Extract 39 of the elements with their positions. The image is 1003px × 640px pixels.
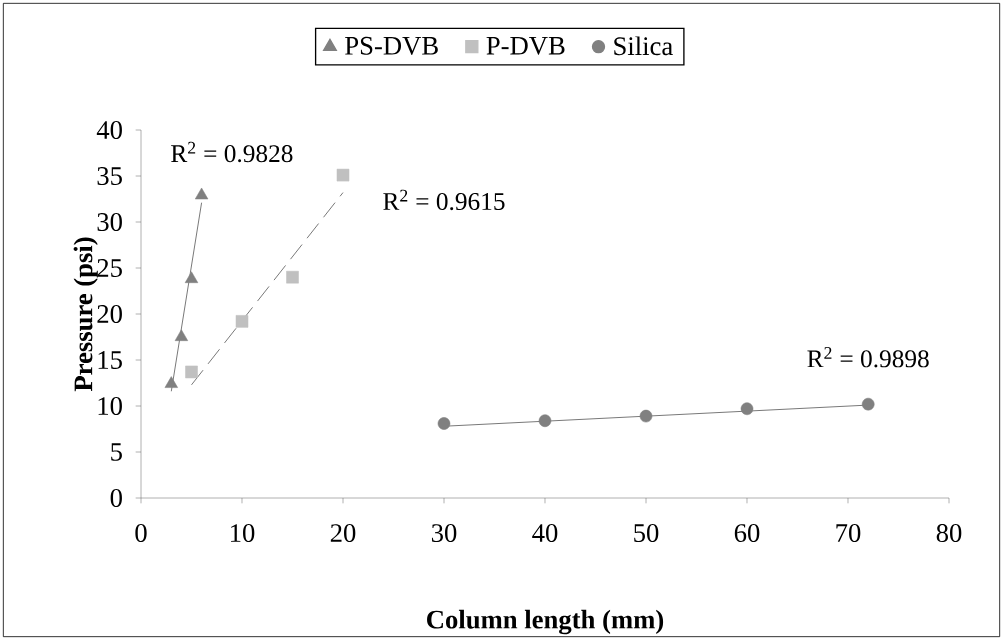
point — [164, 376, 178, 388]
point — [185, 365, 198, 379]
x-tick-label: 40 — [532, 524, 558, 543]
point — [740, 402, 754, 416]
annotation: R$^{2}$ = 0.9828 — [171, 141, 293, 163]
point — [235, 315, 249, 328]
point — [336, 168, 350, 182]
legend-label: PS-DVB — [345, 36, 438, 55]
x-tick-label: 50 — [634, 524, 659, 543]
x-tick-label: 30 — [431, 524, 457, 543]
point — [861, 397, 875, 411]
y-tick-label: 25 — [97, 259, 122, 277]
x-tick-label: 0 — [135, 524, 147, 543]
legend-label: Silica — [614, 36, 673, 56]
y-tick-label: 15 — [98, 351, 122, 369]
y-tick-label: 0 — [110, 489, 122, 507]
x-axis-title: Column length (mm) — [427, 609, 664, 635]
x-tick-label: 10 — [231, 524, 255, 543]
y-tick-label: 30 — [97, 213, 122, 231]
point — [174, 329, 189, 341]
point — [184, 271, 199, 283]
point — [639, 409, 653, 423]
legend-label: P-DVB — [486, 36, 565, 55]
x-tick-label: 70 — [836, 524, 861, 543]
x-tick-label: 80 — [936, 524, 962, 543]
point — [286, 270, 299, 284]
point — [437, 417, 451, 430]
point — [538, 414, 552, 427]
point — [194, 187, 209, 200]
y-tick-label: 10 — [98, 397, 122, 415]
y-tick-label: 5 — [111, 443, 122, 461]
x-tick-label: 20 — [330, 524, 356, 543]
y-tick-label: 40 — [96, 121, 122, 139]
x-tick-label: 60 — [734, 524, 760, 543]
y-tick-label: 20 — [97, 305, 122, 323]
annotation: R$^{2}$ = 0.9615 — [383, 189, 505, 211]
annotation: R$^{2}$ = 0.9898 — [807, 347, 929, 368]
y-axis-title: Pressure (psi) — [73, 237, 98, 392]
y-tick-label: 35 — [97, 167, 122, 185]
